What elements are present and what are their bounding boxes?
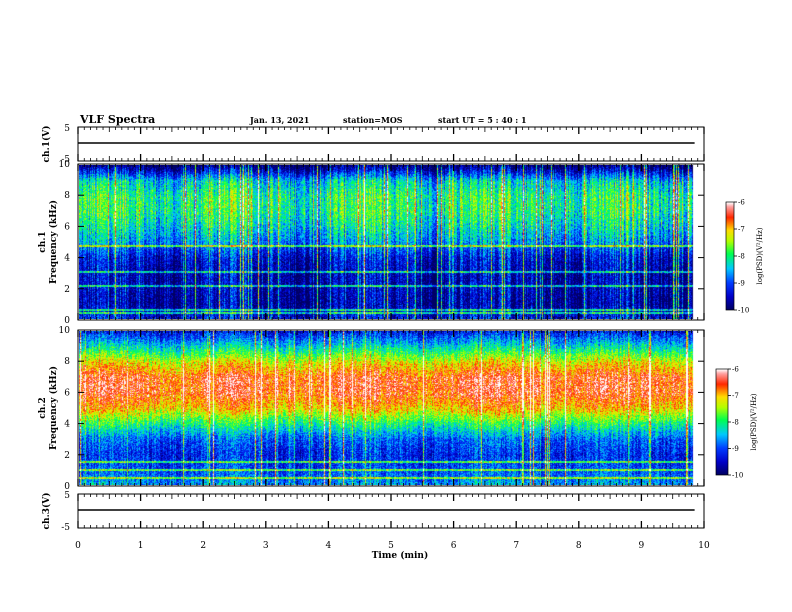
ch1-voltage-ytick-top: 5: [64, 124, 70, 134]
time-tick-marks: [77, 127, 705, 528]
colorbar-tick-label: -8: [738, 253, 745, 261]
time-tick-label: 8: [576, 541, 582, 551]
freq-tick-label: 0: [64, 316, 70, 326]
time-tick-label: 0: [75, 541, 81, 551]
freq-tick-label: 2: [64, 451, 70, 461]
freq-tick-label: 2: [64, 285, 70, 295]
ch2-spectrogram-panel: 0 2 4 6 8 10 ch.2 Frequency (kHz): [38, 326, 705, 492]
time-axis-label: Time (min): [372, 550, 429, 561]
time-tick-label: 1: [138, 541, 144, 551]
freq-tick-label: 8: [64, 357, 70, 367]
colorbar-tick-label: -10: [738, 307, 749, 315]
ch1-spectrogram-image: [79, 165, 703, 319]
time-tick-label: 9: [639, 541, 645, 551]
ch2-spectrogram-image: [79, 331, 703, 485]
freq-tick-label: 6: [64, 388, 70, 398]
time-tick-label: 4: [326, 541, 332, 551]
ch2-colorbar-ticks: -6 -7 -8 -9 -10: [728, 366, 743, 480]
ch1-colorbar-label: log(PSD)(V²/Hz): [756, 227, 764, 284]
freq-tick-label: 10: [59, 160, 71, 170]
freq-tick-label: 6: [64, 222, 70, 232]
ch1-colorbar: -6 -7 -8 -9 -10 log(PSD)(V²/Hz): [725, 199, 764, 315]
ch2-colorbar: -6 -7 -8 -9 -10 log(PSD)(V²/Hz): [715, 366, 758, 480]
ch1-colorbar-gradient: [726, 202, 734, 310]
ch3-voltage-ytick-top: 5: [64, 491, 70, 501]
ch1-voltage-ylabel: ch.1(V): [41, 126, 52, 163]
ch1-colorbar-ticks: -6 -7 -8 -9 -10: [734, 199, 749, 315]
time-tick-label: 10: [698, 541, 710, 551]
colorbar-tick-label: -6: [738, 199, 745, 207]
ch1-voltage-ytick-bottom: -5: [61, 155, 70, 165]
start-time-label: start UT = 5 : 40 : 1: [438, 115, 527, 125]
freq-tick-label: 10: [59, 326, 71, 336]
colorbar-tick-label: -9: [738, 280, 745, 288]
ch2-colorbar-label: log(PSD)(V²/Hz): [750, 393, 758, 450]
colorbar-tick-label: -6: [732, 366, 739, 374]
time-tick-label: 2: [200, 541, 206, 551]
time-tick-label: 6: [451, 541, 457, 551]
time-tick-label: 7: [513, 541, 519, 551]
station-label: station=MOS: [343, 115, 403, 125]
date-label: Jan. 13, 2021: [249, 115, 309, 125]
colorbar-tick-label: -9: [732, 445, 739, 453]
freq-tick-label: 4: [64, 254, 70, 264]
ch1-spectrogram-yaxis: 0 2 4 6 8 10: [59, 160, 704, 326]
time-axis: 0 1 2 3 4 5 6 7 8 9 10: [75, 541, 710, 551]
colorbar-tick-label: -7: [738, 226, 745, 234]
freq-tick-label: 0: [64, 482, 70, 492]
time-tick-label: 3: [263, 541, 269, 551]
freq-tick-label: 8: [64, 191, 70, 201]
ch2-colorbar-gradient: [716, 369, 728, 475]
ch1-spectrogram-ylabel-2: Frequency (kHz): [48, 200, 59, 284]
ch3-voltage-ytick-bottom: -5: [61, 523, 70, 533]
colorbar-tick-label: -7: [732, 392, 739, 400]
colorbar-tick-label: -10: [732, 472, 743, 480]
colorbar-tick-label: -8: [732, 419, 739, 427]
time-tick-label: 5: [388, 541, 394, 551]
ch2-spectrogram-ylabel-1: ch.2: [38, 397, 48, 418]
freq-tick-label: 4: [64, 420, 70, 430]
ch3-voltage-ylabel: ch.3(V): [41, 493, 52, 530]
ch1-spectrogram-ylabel-1: ch.1: [38, 231, 48, 252]
ch2-spectrogram-ylabel-2: Frequency (kHz): [48, 366, 59, 450]
figure-title: VLF Spectra: [79, 113, 155, 126]
ch1-spectrogram-panel: 0 2 4 6 8 10 ch.1 Frequency (kHz): [38, 160, 705, 326]
ch2-spectrogram-yaxis: 0 2 4 6 8 10: [59, 326, 704, 492]
